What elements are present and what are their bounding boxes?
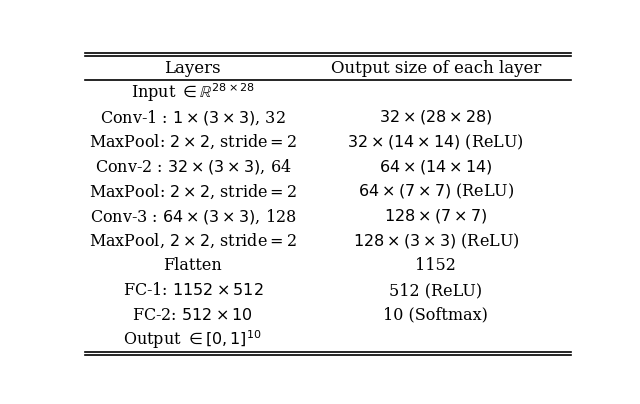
Text: MaxPool: $2 \times 2$, stride$=$2: MaxPool: $2 \times 2$, stride$=$2 [89, 183, 297, 201]
Text: $128 \times (3 \times 3)$ (ReLU): $128 \times (3 \times 3)$ (ReLU) [353, 231, 519, 251]
Text: 1152: 1152 [415, 257, 456, 274]
Text: Conv-1 : $1 \times (3 \times 3)$, 32: Conv-1 : $1 \times (3 \times 3)$, 32 [100, 108, 285, 127]
Text: MaxPool, $2 \times 2$, stride$=$2: MaxPool, $2 \times 2$, stride$=$2 [89, 232, 297, 250]
Text: Layers: Layers [164, 59, 221, 76]
Text: 10 (Softmax): 10 (Softmax) [383, 307, 488, 324]
Text: $128 \times (7 \times 7)$: $128 \times (7 \times 7)$ [384, 207, 488, 225]
Text: MaxPool: $2 \times 2$, stride$=$2: MaxPool: $2 \times 2$, stride$=$2 [89, 133, 297, 152]
Text: $32 \times (14 \times 14)$ (ReLU): $32 \times (14 \times 14)$ (ReLU) [348, 133, 524, 152]
Text: 512 (ReLU): 512 (ReLU) [389, 282, 483, 299]
Text: $32 \times (28 \times 28)$: $32 \times (28 \times 28)$ [379, 108, 493, 126]
Text: Conv-2 : $32 \times (3 \times 3)$, 64: Conv-2 : $32 \times (3 \times 3)$, 64 [95, 158, 291, 177]
Text: FC-1: $1152 \times 512$: FC-1: $1152 \times 512$ [122, 282, 263, 299]
Text: Output size of each layer: Output size of each layer [331, 59, 541, 76]
Text: $64 \times (14 \times 14)$: $64 \times (14 \times 14)$ [379, 158, 493, 176]
Text: $64 \times (7 \times 7)$ (ReLU): $64 \times (7 \times 7)$ (ReLU) [358, 182, 514, 201]
Text: Input $\in \mathbb{R}^{28\times28}$: Input $\in \mathbb{R}^{28\times28}$ [131, 81, 255, 104]
Text: Flatten: Flatten [163, 257, 222, 274]
Text: FC-2: $512 \times 10$: FC-2: $512 \times 10$ [132, 307, 253, 324]
Text: Conv-3 : $64 \times (3 \times 3)$, 128: Conv-3 : $64 \times (3 \times 3)$, 128 [90, 207, 296, 226]
Text: Output $\in [0,1]^{10}$: Output $\in [0,1]^{10}$ [124, 329, 262, 351]
